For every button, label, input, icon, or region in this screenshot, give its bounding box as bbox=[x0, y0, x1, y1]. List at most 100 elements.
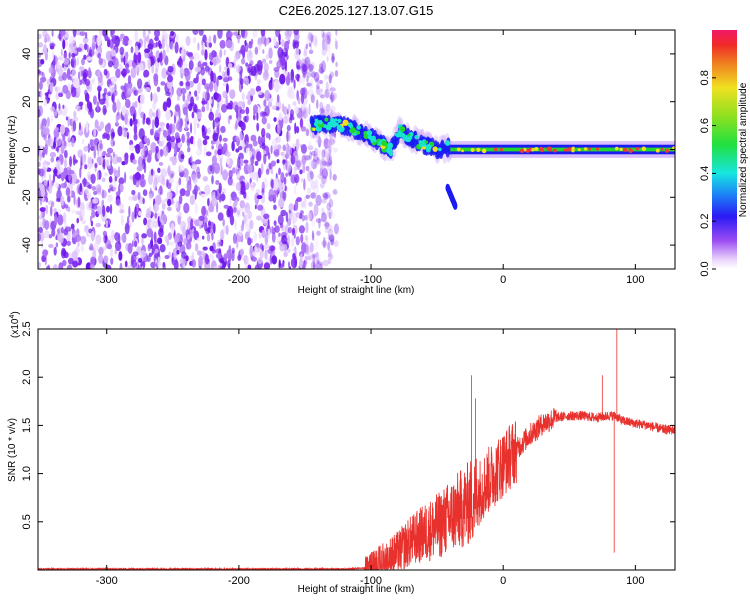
noise-blob bbox=[271, 231, 276, 243]
noise-blob bbox=[317, 135, 322, 148]
noise-blob bbox=[170, 30, 175, 37]
noise-blob bbox=[312, 34, 318, 46]
noise-blob bbox=[158, 161, 164, 166]
noise-blob bbox=[302, 50, 307, 58]
noise-blob bbox=[182, 49, 187, 58]
noise-blob bbox=[106, 147, 114, 154]
noise-blob bbox=[138, 42, 141, 49]
noise-blob bbox=[85, 121, 89, 134]
noise-blob bbox=[205, 151, 212, 157]
noise-blob bbox=[296, 197, 302, 203]
noise-blob bbox=[313, 203, 319, 216]
noise-blob bbox=[272, 79, 275, 84]
noise-blob bbox=[271, 226, 274, 235]
noise-blob bbox=[285, 172, 289, 177]
flat-band-peak bbox=[548, 148, 552, 152]
noise-blob bbox=[66, 68, 71, 80]
noise-blob bbox=[144, 48, 151, 54]
noise-blob bbox=[119, 203, 125, 211]
noise-blob bbox=[193, 124, 197, 136]
noise-blob bbox=[105, 205, 111, 213]
noise-blob bbox=[327, 83, 334, 95]
noise-blob bbox=[314, 192, 318, 203]
noise-blob bbox=[277, 214, 284, 226]
noise-blob bbox=[197, 81, 201, 94]
noise-blob bbox=[189, 194, 196, 206]
noise-blob bbox=[179, 67, 185, 78]
noise-blob bbox=[279, 73, 286, 85]
noise-blob bbox=[139, 63, 144, 72]
noise-blob bbox=[39, 71, 44, 76]
noise-blob bbox=[96, 35, 102, 47]
noise-blob bbox=[129, 105, 136, 115]
noise-blob bbox=[71, 137, 75, 148]
noise-blob bbox=[307, 140, 312, 150]
noise-blob bbox=[151, 247, 155, 255]
noise-blob bbox=[194, 189, 197, 200]
noise-blob bbox=[140, 149, 145, 159]
track-peak bbox=[334, 118, 338, 122]
noise-blob bbox=[305, 165, 310, 172]
noise-blob bbox=[170, 173, 174, 178]
noise-blob bbox=[204, 184, 211, 196]
noise-blob bbox=[102, 158, 106, 170]
noise-blob bbox=[218, 134, 222, 142]
noise-blob bbox=[76, 56, 79, 67]
noise-blob bbox=[312, 232, 315, 241]
noise-blob bbox=[105, 264, 112, 269]
noise-blob bbox=[194, 66, 201, 72]
noise-blob bbox=[179, 257, 186, 265]
noise-blob bbox=[112, 101, 117, 113]
noise-blob bbox=[194, 243, 199, 252]
noise-blob bbox=[247, 264, 252, 269]
snr-y-tick-label: 2.5 bbox=[21, 321, 33, 336]
noise-blob bbox=[119, 46, 125, 56]
noise-blob bbox=[159, 122, 165, 127]
noise-blob bbox=[95, 184, 102, 192]
noise-blob bbox=[319, 107, 325, 114]
noise-blob bbox=[110, 257, 114, 265]
noise-blob bbox=[60, 171, 65, 182]
noise-blob bbox=[329, 138, 335, 145]
noise-blob bbox=[61, 259, 67, 267]
noise-blob bbox=[199, 145, 202, 155]
noise-blob bbox=[316, 82, 320, 90]
noise-blob bbox=[189, 55, 195, 60]
noise-blob bbox=[63, 140, 67, 149]
noise-blob bbox=[90, 139, 97, 151]
noise-blob bbox=[214, 121, 221, 128]
noise-blob bbox=[217, 264, 221, 269]
noise-blob bbox=[170, 135, 176, 143]
noise-blob bbox=[84, 31, 88, 39]
noise-blob bbox=[51, 201, 55, 208]
noise-blob bbox=[212, 119, 215, 130]
noise-blob bbox=[142, 146, 148, 152]
noise-blob bbox=[222, 169, 229, 181]
noise-blob bbox=[145, 207, 152, 219]
noise-blob bbox=[311, 70, 315, 80]
noise-blob bbox=[119, 209, 125, 214]
noise-blob bbox=[208, 111, 215, 121]
noise-blob bbox=[98, 78, 104, 87]
noise-blob bbox=[294, 255, 298, 268]
noise-blob bbox=[52, 264, 58, 269]
noise-blob bbox=[175, 34, 179, 44]
noise-blob bbox=[132, 194, 138, 202]
noise-blob bbox=[65, 142, 72, 147]
spectrogram-x-tick-label: -100 bbox=[360, 274, 382, 286]
noise-blob bbox=[302, 162, 306, 174]
noise-blob bbox=[303, 243, 309, 254]
noise-blob bbox=[138, 128, 145, 140]
noise-blob bbox=[53, 208, 57, 214]
noise-blob bbox=[253, 231, 257, 243]
noise-blob bbox=[124, 68, 130, 74]
noise-blob bbox=[114, 176, 118, 182]
noise-blob bbox=[308, 159, 314, 171]
noise-blob bbox=[217, 212, 224, 221]
noise-blob bbox=[101, 188, 105, 199]
noise-blob bbox=[140, 93, 145, 105]
noise-blob bbox=[198, 255, 204, 267]
noise-blob bbox=[155, 194, 162, 206]
flat-band-peak bbox=[493, 147, 498, 152]
flat-band-peak bbox=[470, 147, 475, 152]
